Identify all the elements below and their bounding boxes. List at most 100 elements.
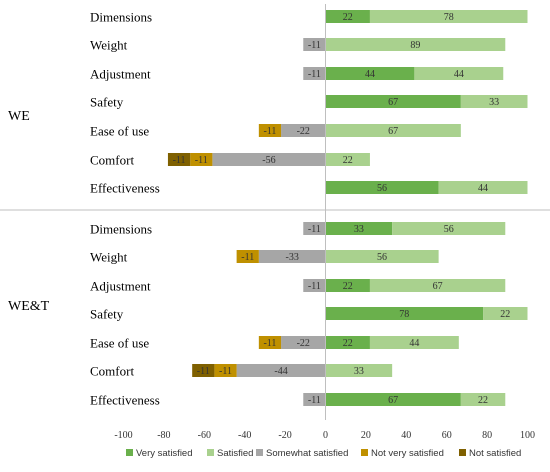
bar-satisfied — [460, 95, 528, 108]
bar-value-label: -11 — [241, 252, 254, 263]
category-label: Effectiveness — [90, 393, 160, 408]
bar-value-label: -11 — [173, 155, 186, 166]
x-tick-label: 60 — [442, 430, 452, 441]
bar-satisfied — [325, 364, 393, 377]
x-tick-label: -40 — [238, 430, 251, 441]
bar-not-very-satisfied — [190, 153, 213, 166]
bar-value-label: -33 — [285, 252, 298, 263]
bar-very-satisfied — [325, 393, 461, 406]
bar-value-label: -22 — [297, 338, 310, 349]
category-label: Safety — [90, 95, 124, 110]
bar-very-satisfied — [325, 307, 484, 320]
category-label: Safety — [90, 307, 124, 322]
bar-value-label: 22 — [343, 338, 353, 349]
bar-somewhat-satisfied — [236, 364, 326, 377]
bar-value-label: 22 — [478, 395, 488, 406]
bar-value-label: 33 — [354, 224, 364, 235]
bar-very-satisfied — [325, 336, 370, 349]
legend-label: Satisfied — [217, 448, 253, 459]
bar-value-label: 44 — [478, 183, 488, 194]
x-tick-label: -60 — [198, 430, 211, 441]
legend-swatch — [459, 449, 466, 456]
bar-value-label: -22 — [297, 126, 310, 137]
category-label: Adjustment — [90, 279, 151, 294]
legend-swatch — [207, 449, 214, 456]
bar-value-label: -11 — [308, 281, 321, 292]
x-tick-label: 100 — [520, 430, 535, 441]
bar-value-label: 22 — [343, 12, 353, 23]
bar-satisfied — [460, 393, 506, 406]
group-label: WE&T — [8, 299, 50, 314]
category-label: Ease of use — [90, 124, 149, 139]
x-tick-label: 0 — [323, 430, 328, 441]
x-tick-label: 80 — [482, 430, 492, 441]
bar-value-label: 78 — [399, 309, 409, 320]
category-label: Comfort — [90, 153, 134, 168]
x-tick-label: 40 — [401, 430, 411, 441]
group-label: WE — [8, 109, 30, 124]
bar-somewhat-satisfied — [281, 124, 326, 137]
category-label: Weight — [90, 38, 128, 53]
x-axis: -100 -80 -60 -40 -20 0 20 40 60 80 100 — [114, 4, 535, 441]
bar-satisfied — [392, 222, 506, 235]
category-label: Comfort — [90, 364, 134, 379]
bar-value-label: -11 — [195, 155, 208, 166]
bar-not-very-satisfied — [214, 364, 237, 377]
bar-satisfied — [438, 181, 528, 194]
category-label: Weight — [90, 250, 128, 265]
bar-not-very-satisfied — [258, 124, 282, 137]
category-label: Dimensions — [90, 222, 152, 237]
legend-label: Very satisfied — [136, 448, 193, 459]
category-label: Effectiveness — [90, 181, 160, 196]
bar-value-label: 22 — [500, 309, 510, 320]
bar-satisfied — [325, 124, 461, 137]
bar-somewhat-satisfied — [212, 153, 326, 166]
bar-very-satisfied — [325, 181, 439, 194]
legend-label: Not satisfied — [469, 448, 521, 459]
bar-value-label: 67 — [388, 126, 398, 137]
bar-not-very-satisfied — [258, 336, 282, 349]
bar-not-satisfied — [192, 364, 215, 377]
bar-very-satisfied — [325, 279, 370, 292]
bar-somewhat-satisfied — [281, 336, 326, 349]
bar-value-label: 44 — [454, 69, 464, 80]
legend-label: Somewhat satisfied — [266, 448, 348, 459]
bar-value-label: 56 — [444, 224, 454, 235]
bar-value-label: -11 — [308, 395, 321, 406]
bar-somewhat-satisfied — [303, 222, 326, 235]
labels-layer: WE Dimensions 22 78 Weight 89 -11 Adjustment 44 4… — [8, 10, 510, 408]
bar-somewhat-satisfied — [303, 38, 326, 51]
bar-value-label: -56 — [262, 155, 275, 166]
x-tick-label: -100 — [114, 430, 132, 441]
bar-value-label: -11 — [219, 366, 232, 377]
bar-value-label: 67 — [433, 281, 443, 292]
bar-very-satisfied — [325, 222, 393, 235]
bar-value-label: -11 — [263, 126, 276, 137]
category-label: Dimensions — [90, 10, 152, 25]
bar-satisfied — [325, 250, 439, 263]
bar-somewhat-satisfied — [303, 279, 326, 292]
bars-layer — [0, 10, 550, 406]
bar-very-satisfied — [325, 95, 461, 108]
legend-swatch — [361, 449, 368, 456]
bar-value-label: -11 — [197, 366, 210, 377]
bar-not-very-satisfied — [236, 250, 259, 263]
bar-value-label: -11 — [263, 338, 276, 349]
legend-label: Not very satisfied — [371, 448, 444, 459]
bar-satisfied — [483, 307, 528, 320]
bar-satisfied — [414, 67, 504, 80]
bar-value-label: -11 — [308, 40, 321, 51]
category-label: Adjustment — [90, 67, 151, 82]
bar-value-label: 78 — [444, 12, 454, 23]
bar-value-label: 22 — [343, 155, 353, 166]
x-tick-label: -20 — [278, 430, 291, 441]
x-tick-label: -80 — [157, 430, 170, 441]
bar-not-satisfied — [167, 153, 191, 166]
bar-value-label: -11 — [308, 69, 321, 80]
legend-swatch — [256, 449, 263, 456]
bar-value-label: 44 — [365, 69, 375, 80]
bar-value-label: 33 — [489, 97, 499, 108]
bar-satisfied — [325, 38, 506, 51]
bar-value-label: 89 — [410, 40, 420, 51]
